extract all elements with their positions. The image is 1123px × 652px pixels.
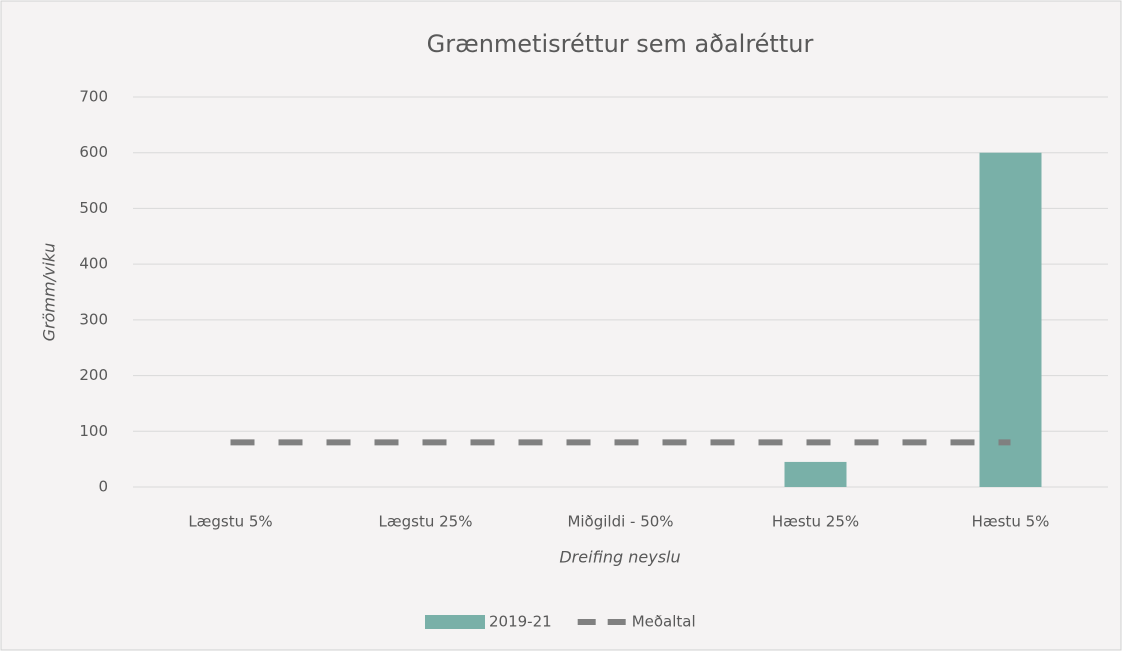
y-axis-label: Grömm/viku <box>40 243 59 342</box>
x-tick-label: Hæstu 5% <box>972 513 1050 531</box>
y-tick-label: 300 <box>79 310 108 328</box>
y-tick-label: 200 <box>79 366 108 384</box>
legend-label: 2019-21 <box>489 613 552 631</box>
x-axis-label: Dreifing neyslu <box>559 548 680 567</box>
x-tick-label: Lægstu 5% <box>188 513 272 531</box>
y-tick-label: 500 <box>79 199 108 217</box>
y-tick-label: 100 <box>79 422 108 440</box>
chart-title: Grænmetisréttur sem aðalréttur <box>427 30 814 58</box>
y-tick-label: 700 <box>79 88 108 106</box>
bar <box>784 461 847 487</box>
x-tick-label: Hæstu 25% <box>772 513 859 531</box>
x-tick-label: Miðgildi - 50% <box>567 513 673 531</box>
x-tick-label: Lægstu 25% <box>379 513 473 531</box>
legend-swatch <box>425 615 485 629</box>
y-tick-label: 600 <box>79 143 108 161</box>
bar <box>979 152 1042 487</box>
y-tick-label: 400 <box>79 255 108 273</box>
y-tick-label: 0 <box>98 478 108 496</box>
legend-label: Meðaltal <box>632 613 696 631</box>
